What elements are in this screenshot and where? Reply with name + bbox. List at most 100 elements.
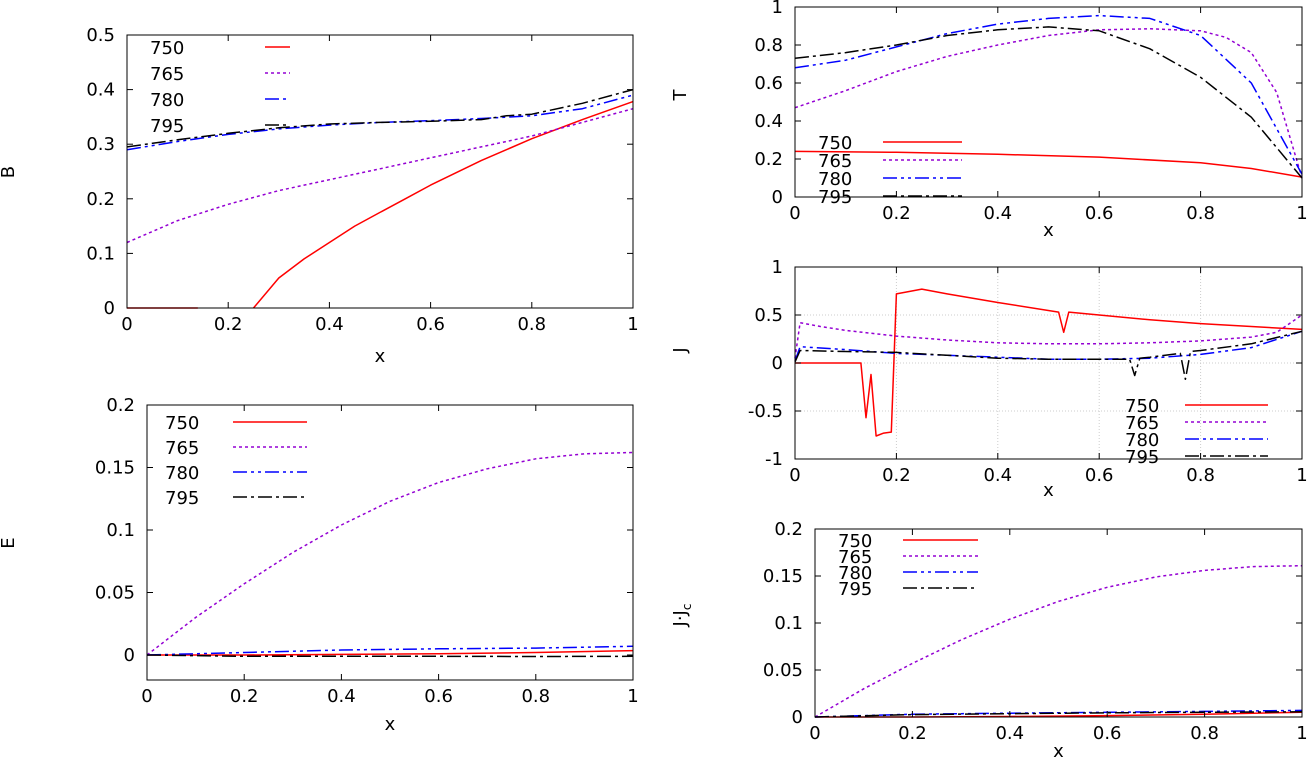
legend-label-795: 795 bbox=[165, 488, 199, 509]
y-tick-label: 1 bbox=[772, 257, 783, 278]
plot-frame bbox=[794, 266, 1303, 460]
y-tick-label: 0.3 bbox=[86, 134, 115, 155]
y-tick-label: 0.6 bbox=[754, 73, 783, 94]
x-tick-label: 0 bbox=[141, 686, 152, 707]
legend-label-765: 765 bbox=[838, 547, 872, 568]
series-line-750 bbox=[794, 150, 1303, 178]
legend-label-780: 780 bbox=[165, 463, 199, 484]
y-tick-label: 1 bbox=[772, 0, 783, 18]
y-tick-label: 0.05 bbox=[95, 583, 135, 604]
x-tick-label: 0.8 bbox=[1186, 465, 1215, 486]
x-tick-label: 0.6 bbox=[1085, 203, 1114, 224]
legend-label-795: 795 bbox=[1125, 447, 1159, 468]
x-tick-label: 0.4 bbox=[995, 723, 1024, 744]
x-tick-label: 0.6 bbox=[1085, 465, 1114, 486]
x-axis-label: x bbox=[385, 714, 396, 735]
x-tick-label: 0.4 bbox=[315, 314, 344, 335]
chart-panel-t: 0 0.2 0.4 0.6 0.8 1 0 0.2 0.4 0.6 0.8 1 x T 7507657807… bbox=[670, 0, 1308, 241]
legend-label-780: 780 bbox=[150, 90, 184, 111]
x-tick-label: 0.6 bbox=[416, 314, 445, 335]
chart-panel-jjc: 0 0.2 0.4 0.6 0.8 1 0 0.05 0.1 0.15 0.2 x J·Jc 750765… bbox=[670, 519, 1308, 762]
x-tick-label: 0.2 bbox=[882, 203, 911, 224]
x-axis-label: x bbox=[1043, 220, 1054, 241]
legend-label-795: 795 bbox=[838, 579, 872, 600]
y-axis-label: J bbox=[670, 347, 691, 353]
y-tick-label: 0.2 bbox=[106, 395, 135, 416]
x-tick-label: 0 bbox=[809, 723, 820, 744]
series-line-780 bbox=[146, 645, 634, 656]
x-tick-label: 0.2 bbox=[882, 465, 911, 486]
y-axis-label: J·Jc bbox=[670, 604, 694, 628]
series-line-795 bbox=[794, 330, 1303, 381]
series-line-780 bbox=[794, 330, 1303, 362]
x-tick-label: 1 bbox=[627, 686, 638, 707]
series-line-765 bbox=[794, 314, 1303, 359]
legend-label-750: 750 bbox=[165, 413, 199, 434]
series-line-795 bbox=[794, 26, 1303, 179]
y-tick-label: 0.4 bbox=[754, 111, 783, 132]
y-tick-label: 0 bbox=[124, 645, 135, 666]
y-tick-label: 0.2 bbox=[774, 519, 803, 540]
plot-frame bbox=[814, 528, 1303, 718]
legend-label-765: 765 bbox=[165, 438, 199, 459]
plot-frame bbox=[146, 404, 634, 681]
legend-label-780: 780 bbox=[1125, 430, 1159, 451]
y-tick-label: 0 bbox=[104, 298, 115, 319]
legend-label-780: 780 bbox=[818, 169, 852, 190]
y-tick-label: 0 bbox=[772, 353, 783, 374]
series-line-765 bbox=[814, 564, 1303, 718]
x-tick-label: 0.4 bbox=[983, 203, 1012, 224]
y-tick-label: 0.15 bbox=[763, 566, 803, 587]
y-tick-label: 0.8 bbox=[754, 35, 783, 56]
x-tick-label: 1 bbox=[1296, 465, 1307, 486]
series-line-765 bbox=[126, 107, 634, 244]
x-tick-label: 1 bbox=[1296, 723, 1307, 744]
x-tick-label: 0.6 bbox=[1093, 723, 1122, 744]
series-line-750 bbox=[127, 100, 634, 309]
series-line-765 bbox=[146, 451, 634, 656]
x-tick-label: 0.8 bbox=[1190, 723, 1219, 744]
y-tick-label: -0.5 bbox=[748, 401, 783, 422]
legend-label-780: 780 bbox=[838, 563, 872, 584]
legend-label-795: 795 bbox=[818, 187, 852, 208]
legend-label-750: 750 bbox=[818, 133, 852, 154]
legend-label-765: 765 bbox=[1125, 413, 1159, 434]
x-tick-label: 0 bbox=[121, 314, 132, 335]
y-axis-label: B bbox=[0, 166, 19, 178]
legend-label-765: 765 bbox=[818, 151, 852, 172]
series-line-795 bbox=[146, 654, 634, 658]
x-axis-label: x bbox=[375, 346, 386, 367]
y-tick-label: 0.4 bbox=[86, 80, 115, 101]
series-line-750 bbox=[147, 649, 634, 656]
y-tick-label: 0 bbox=[792, 707, 803, 728]
series-line-795 bbox=[814, 711, 1303, 718]
y-tick-label: 0.05 bbox=[763, 660, 803, 681]
y-tick-label: 0.5 bbox=[86, 25, 115, 46]
y-tick-label: 0.2 bbox=[86, 189, 115, 210]
x-axis-label: x bbox=[1043, 480, 1054, 501]
y-tick-label: 0 bbox=[772, 187, 783, 208]
chart-panel-b: 0 0.2 0.4 0.6 0.8 1 0 0.1 0.2 0.3 0.4 0.5 x B 750 765 78… bbox=[0, 25, 639, 367]
series-line-780 bbox=[794, 14, 1303, 175]
legend-label-750: 750 bbox=[1125, 396, 1159, 417]
x-tick-label: 0.2 bbox=[230, 686, 259, 707]
x-tick-label: 0.4 bbox=[983, 465, 1012, 486]
x-tick-label: 1 bbox=[1296, 203, 1307, 224]
y-axis-label: E bbox=[0, 537, 19, 548]
chart-panel-e: 0 0.2 0.4 0.6 0.8 1 0 0.05 0.1 0.15 0.2 x E 750 765 780… bbox=[0, 395, 639, 735]
y-tick-label: 0.15 bbox=[95, 458, 135, 479]
x-tick-label: 0.8 bbox=[1186, 203, 1215, 224]
y-axis-label-subscript: c bbox=[680, 604, 694, 611]
x-tick-label: 0 bbox=[789, 203, 800, 224]
x-tick-label: 0.2 bbox=[214, 314, 243, 335]
series-line-780 bbox=[126, 94, 634, 151]
plot-frame bbox=[794, 6, 1303, 198]
legend-label-750: 750 bbox=[838, 531, 872, 552]
series-line-795 bbox=[126, 88, 634, 148]
y-axis-label: T bbox=[670, 89, 691, 102]
legend-label-795: 795 bbox=[150, 116, 184, 137]
x-tick-label: 0.2 bbox=[898, 723, 927, 744]
legend-label-750: 750 bbox=[150, 38, 184, 59]
